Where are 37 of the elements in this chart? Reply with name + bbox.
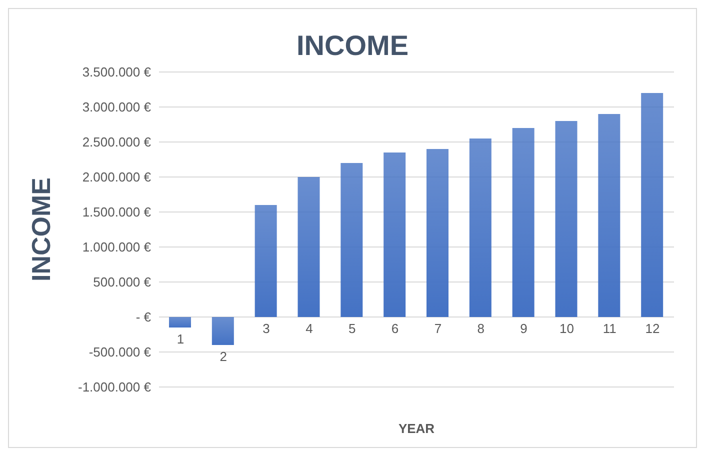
bar bbox=[512, 128, 534, 317]
x-tick-label: 10 bbox=[559, 321, 574, 336]
x-tick-label: 8 bbox=[477, 321, 484, 336]
bar bbox=[384, 152, 406, 317]
bar bbox=[469, 138, 492, 317]
x-tick-label: 1 bbox=[176, 332, 184, 346]
y-tick-label: 2.000.000 € bbox=[82, 170, 152, 185]
bar bbox=[641, 93, 664, 317]
bar bbox=[212, 317, 234, 345]
chart-title: INCOME bbox=[296, 30, 408, 62]
y-tick-label: 500.000 € bbox=[93, 274, 152, 290]
x-tick-label: 7 bbox=[434, 321, 442, 336]
y-tick-label: -500.000 € bbox=[88, 344, 152, 360]
y-tick-label: 2.500.000 € bbox=[82, 134, 152, 150]
bar bbox=[298, 177, 320, 317]
y-tick-label: 3.500.000 € bbox=[82, 64, 152, 80]
y-tick-label: 1.500.000 € bbox=[82, 204, 152, 220]
y-axis-title: INCOME bbox=[26, 178, 56, 282]
x-tick-label: 3 bbox=[262, 321, 270, 336]
bar bbox=[555, 121, 578, 317]
x-tick-label: 2 bbox=[220, 349, 227, 364]
x-tick-label: 4 bbox=[306, 321, 313, 336]
bar bbox=[426, 149, 448, 317]
x-tick-label: 11 bbox=[602, 321, 616, 336]
y-tick-label: -1.000.000 € bbox=[78, 380, 152, 395]
x-tick-label: 6 bbox=[391, 321, 399, 336]
x-tick-label: 12 bbox=[645, 321, 660, 336]
bar bbox=[340, 163, 363, 317]
y-tick-label: 3.000.000 € bbox=[82, 100, 152, 115]
bar bbox=[169, 317, 191, 328]
x-axis-title: YEAR bbox=[398, 421, 436, 436]
x-tick-label: 5 bbox=[348, 321, 356, 336]
bar bbox=[254, 205, 277, 317]
bar bbox=[598, 114, 620, 317]
y-tick-label: 1.000.000 € bbox=[82, 240, 152, 255]
y-tick-label: - € bbox=[136, 310, 152, 325]
x-tick-label: 9 bbox=[520, 321, 528, 336]
